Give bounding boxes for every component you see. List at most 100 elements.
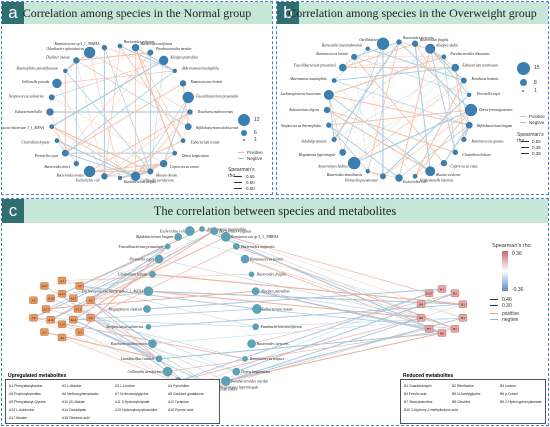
- species-node: [232, 367, 241, 376]
- species-node: [365, 169, 370, 174]
- species-label: Prevotella copri: [128, 257, 154, 261]
- species-node: [339, 149, 347, 156]
- species-label: Holdemanella biformis: [419, 178, 454, 182]
- upregulated-metabolite-node: [57, 290, 67, 298]
- negative-edge: [334, 67, 456, 140]
- metabolite-table-entry: B8 Citrulline: [452, 400, 471, 404]
- species-label: Ruminococcus gnavus: [470, 139, 504, 143]
- legend-size-mid-dot: [520, 79, 527, 86]
- species-label: Ruminococcus bromii: [315, 52, 347, 56]
- negative-edge: [443, 124, 470, 164]
- species-node: [147, 168, 154, 175]
- positive-edge: [76, 60, 105, 177]
- upregulated-metabolite-node: [57, 333, 67, 342]
- metabolite-node-label: B3: [461, 303, 465, 307]
- species-label: Dorea longicatena: [240, 370, 270, 374]
- species-node: [101, 173, 108, 180]
- legend-rho-colorbar: [502, 251, 508, 291]
- metabolite-table-entry: A7 N-Hexanoylglycine: [115, 392, 149, 396]
- negative-edge: [61, 324, 237, 372]
- negative-edge: [443, 56, 456, 153]
- metabolite-table-entry: A11 3-Hydroxybutyrate: [115, 400, 150, 404]
- positive-edge: [367, 48, 384, 177]
- species-label: Klebsiella pneumoniae: [344, 178, 378, 182]
- species-node: [221, 232, 231, 242]
- negative-edge: [178, 236, 463, 318]
- positive-edge: [61, 337, 190, 388]
- species-node: [331, 78, 337, 83]
- positive-edge: [49, 111, 66, 154]
- positive-edge: [225, 332, 443, 382]
- species-node: [376, 37, 390, 50]
- metabolite-node-label: A10: [41, 284, 47, 288]
- upregulated-metabolite-node: [86, 296, 95, 304]
- species-node: [158, 55, 169, 66]
- species-node: [48, 94, 55, 101]
- network-edges: [326, 41, 472, 179]
- metabolite-node-label: B9: [419, 303, 423, 307]
- negative-edge: [429, 48, 456, 153]
- panel-c-title-bar: [2, 199, 548, 223]
- negative-edge: [146, 288, 443, 310]
- species-label: Bacteroides vulgatus: [124, 40, 155, 44]
- legend-rho-line-1: [521, 141, 529, 142]
- positive-edge: [90, 299, 191, 388]
- species-node: [252, 323, 259, 331]
- metabolite-table-entry: B9 2-Hydroxyphenylacetate: [500, 400, 542, 404]
- species-label: Bacteroides vulgatus: [219, 229, 251, 233]
- species-node: [323, 89, 334, 100]
- species-node: [242, 356, 248, 362]
- species-node: [440, 160, 448, 167]
- species-label: Roseburia hominis: [470, 77, 499, 81]
- metabolite-table-entry: A16 Pyruvic acid: [168, 408, 194, 412]
- reduced-metabolite-node: [416, 300, 426, 308]
- positive-edge: [89, 52, 191, 113]
- upregulated-metabolite-node: [46, 294, 55, 302]
- species-label: Odoribacter splanchnicus: [46, 47, 84, 51]
- negative-edge: [256, 308, 455, 330]
- species-label: Bifidobacterium longum: [477, 124, 512, 128]
- legend-width-line-1: [490, 299, 498, 300]
- negative-edge: [354, 56, 470, 96]
- species-node: [323, 106, 331, 114]
- species-node: [182, 91, 194, 103]
- species-label: Bacteroides uniformis: [140, 42, 172, 46]
- species-node: [331, 136, 337, 143]
- legend-size-large-label: 12: [254, 117, 260, 123]
- species-node: [73, 160, 80, 167]
- negative-edge: [225, 317, 464, 382]
- species-node: [164, 243, 171, 250]
- metabolite-node-label: B6: [440, 331, 444, 335]
- species-node: [185, 226, 195, 236]
- positive-edge: [328, 109, 472, 126]
- species-node: [452, 149, 458, 156]
- upregulated-metabolite-node: [86, 314, 95, 322]
- upregulated-metabolite-node: [46, 316, 55, 324]
- species-node: [73, 57, 80, 64]
- legend-rho-value-2: 0.45: [532, 145, 541, 150]
- metabolite-table-entry: A5 Propionylcarnitine: [9, 392, 42, 396]
- negative-edge: [51, 59, 164, 128]
- species-node: [143, 305, 151, 313]
- species-label: Anaerostipes hadrus: [317, 164, 348, 168]
- species-label: Akkermansia muciniphila: [181, 67, 219, 71]
- species-node: [61, 149, 69, 157]
- metabolite-node-label: B7: [427, 327, 431, 331]
- legend-size-large-dot: [517, 62, 530, 75]
- upregulated-metabolite-node: [41, 305, 51, 313]
- legend-positive-label: positive: [502, 311, 519, 317]
- species-label: Faecalibacterium prausnitzii: [195, 95, 238, 99]
- positive-edge: [51, 126, 151, 172]
- upregulated-metabolite-node: [69, 316, 78, 324]
- network-edges: [49, 45, 191, 179]
- species-node: [187, 109, 193, 115]
- species-label: Veillonella parvula: [22, 80, 50, 84]
- metabolite-table-entry: A14 Oxoadipate: [62, 408, 87, 412]
- legend-rho-value-1: 0.65: [246, 174, 255, 179]
- positive-edge: [328, 56, 445, 96]
- legend-negative-line: [238, 158, 244, 159]
- negative-edge: [342, 80, 464, 153]
- positive-edge: [89, 111, 191, 172]
- reduced-metabolite-node: [458, 300, 468, 308]
- negative-edge: [79, 285, 258, 310]
